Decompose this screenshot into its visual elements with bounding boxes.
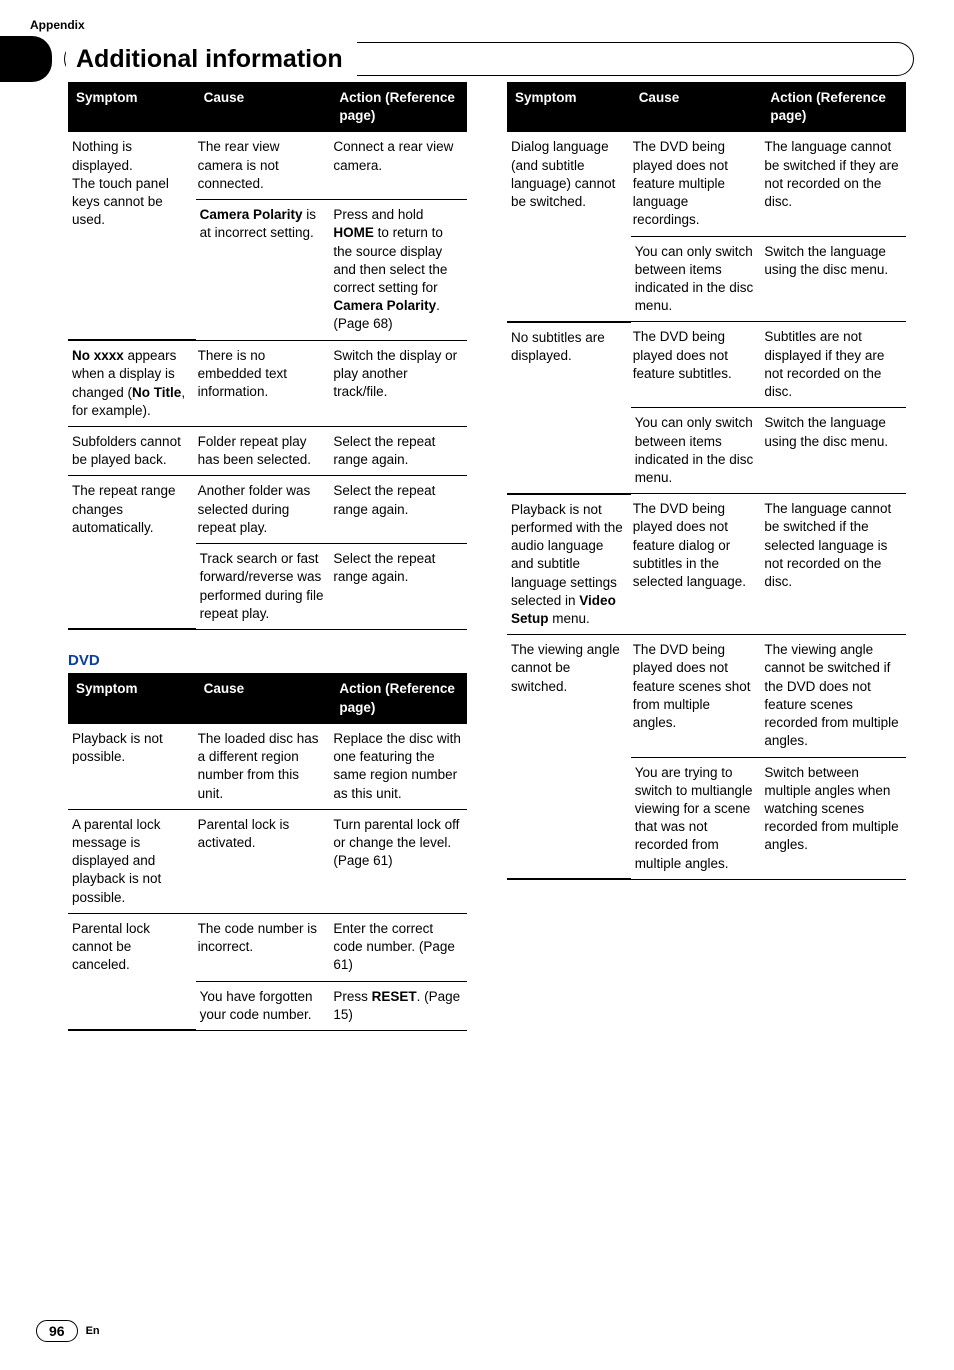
cell-action: Select the repeat range again. — [331, 544, 467, 630]
table-row: Parental lock cannot be canceled. The co… — [68, 913, 467, 981]
appendix-label: Appendix — [30, 18, 954, 32]
page-root: Appendix Additional information Symptom … — [0, 18, 954, 1370]
cell-action: Enter the correct code number. (Page 61) — [331, 913, 467, 981]
table-row: No xxxx appears when a display is change… — [68, 340, 467, 426]
table-header-row: Symptom Cause Action (Reference page) — [68, 82, 467, 132]
table-row: Playback is not performed with the audio… — [507, 494, 906, 635]
cell-action: Switch the language using the disc menu. — [762, 408, 906, 494]
table-header-row: Symptom Cause Action (Reference page) — [507, 82, 906, 132]
th-symptom: Symptom — [68, 82, 196, 132]
right-column: Symptom Cause Action (Reference page) Di… — [507, 82, 906, 1031]
cell-cause: The rear view camera is not connected. — [196, 132, 332, 199]
cell-action: Turn parental lock off or change the lev… — [331, 809, 467, 913]
table-dvd-left: Symptom Cause Action (Reference page) Pl… — [68, 673, 467, 1031]
table-header-row: Symptom Cause Action (Reference page) — [68, 673, 467, 723]
cell-cause: You are trying to switch to multiangle v… — [631, 757, 763, 879]
cell-symptom: No subtitles are displayed. — [507, 322, 631, 494]
title-bar: Additional information — [30, 36, 914, 82]
cell-cause: Track search or fast forward/reverse was… — [196, 544, 332, 630]
th-action: Action (Reference page) — [331, 673, 467, 723]
table-row: The viewing angle cannot be switched. Th… — [507, 635, 906, 757]
cell-cause: You can only switch between items indica… — [631, 236, 763, 322]
cell-action: The viewing angle cannot be switched if … — [762, 635, 906, 757]
cell-cause: Folder repeat play has been selected. — [196, 427, 332, 476]
table-row: Nothing is displayed.The touch panel key… — [68, 132, 467, 199]
cell-cause: There is no embedded text information. — [196, 340, 332, 426]
cell-symptom: Playback is not possible. — [68, 724, 196, 809]
table-dvd-right: Symptom Cause Action (Reference page) Di… — [507, 82, 906, 880]
cell-action: Select the repeat range again. — [331, 427, 467, 476]
th-symptom: Symptom — [68, 673, 196, 723]
section-heading-dvd: DVD — [68, 652, 467, 669]
cell-symptom: Parental lock cannot be canceled. — [68, 913, 196, 1030]
page-title: Additional information — [66, 36, 357, 82]
table-row: Playback is not possible. The loaded dis… — [68, 724, 467, 809]
th-cause: Cause — [196, 673, 332, 723]
th-cause: Cause — [196, 82, 332, 132]
title-tab — [0, 36, 52, 82]
cell-action: Switch the language using the disc menu. — [762, 236, 906, 322]
cell-cause: Camera Polarity is at incorrect setting. — [196, 200, 332, 341]
page-number-badge: 96 — [36, 1320, 78, 1342]
cell-cause: You have forgotten your code number. — [196, 981, 332, 1030]
cell-action: Select the repeat range again. — [331, 476, 467, 544]
cell-action: Replace the disc with one featuring the … — [331, 724, 467, 809]
cell-cause: Parental lock is activated. — [196, 809, 332, 913]
th-action: Action (Reference page) — [762, 82, 906, 132]
cell-symptom: Dialog language (and subtitle language) … — [507, 132, 631, 321]
cell-action: Press and hold HOME to return to the sou… — [331, 200, 467, 341]
cell-cause: Another folder was selected during repea… — [196, 476, 332, 544]
table-row: Dialog language (and subtitle language) … — [507, 132, 906, 236]
cell-symptom: Playback is not performed with the audio… — [507, 494, 631, 635]
cell-cause: The loaded disc has a different region n… — [196, 724, 332, 809]
cell-cause: The code number is incorrect. — [196, 913, 332, 981]
cell-action: Switch between multiple angles when watc… — [762, 757, 906, 879]
cell-symptom: The viewing angle cannot be switched. — [507, 635, 631, 880]
cell-action: Subtitles are not displayed if they are … — [762, 322, 906, 408]
cell-cause: The DVD being played does not feature sc… — [631, 635, 763, 757]
th-cause: Cause — [631, 82, 763, 132]
table-general: Symptom Cause Action (Reference page) No… — [68, 82, 467, 630]
cell-symptom: A parental lock message is displayed and… — [68, 809, 196, 913]
cell-action: Switch the display or play another track… — [331, 340, 467, 426]
page-lang: En — [86, 1325, 100, 1337]
th-symptom: Symptom — [507, 82, 631, 132]
cell-symptom: The repeat range changes automatically. — [68, 476, 196, 630]
cell-cause: The DVD being played does not feature su… — [631, 322, 763, 408]
cell-cause: The DVD being played does not feature di… — [631, 494, 763, 635]
cell-cause: The DVD being played does not feature mu… — [631, 132, 763, 236]
cell-action: Press RESET. (Page 15) — [331, 981, 467, 1030]
cell-action: Connect a rear view camera. — [331, 132, 467, 199]
cell-symptom: Subfolders cannot be played back. — [68, 427, 196, 476]
cell-symptom: No xxxx appears when a display is change… — [68, 340, 196, 426]
table-row: The repeat range changes automatically. … — [68, 476, 467, 544]
cell-action: The language cannot be switched if they … — [762, 132, 906, 236]
th-action: Action (Reference page) — [331, 82, 467, 132]
cell-symptom: Nothing is displayed.The touch panel key… — [68, 132, 196, 340]
cell-action: The language cannot be switched if the s… — [762, 494, 906, 635]
table-row: Subfolders cannot be played back. Folder… — [68, 427, 467, 476]
table-row: A parental lock message is displayed and… — [68, 809, 467, 913]
cell-cause: You can only switch between items indica… — [631, 408, 763, 494]
table-row: No subtitles are displayed. The DVD bein… — [507, 322, 906, 408]
footer: 96 En — [36, 1320, 100, 1342]
content-columns: Symptom Cause Action (Reference page) No… — [0, 82, 954, 1031]
left-column: Symptom Cause Action (Reference page) No… — [68, 82, 467, 1031]
